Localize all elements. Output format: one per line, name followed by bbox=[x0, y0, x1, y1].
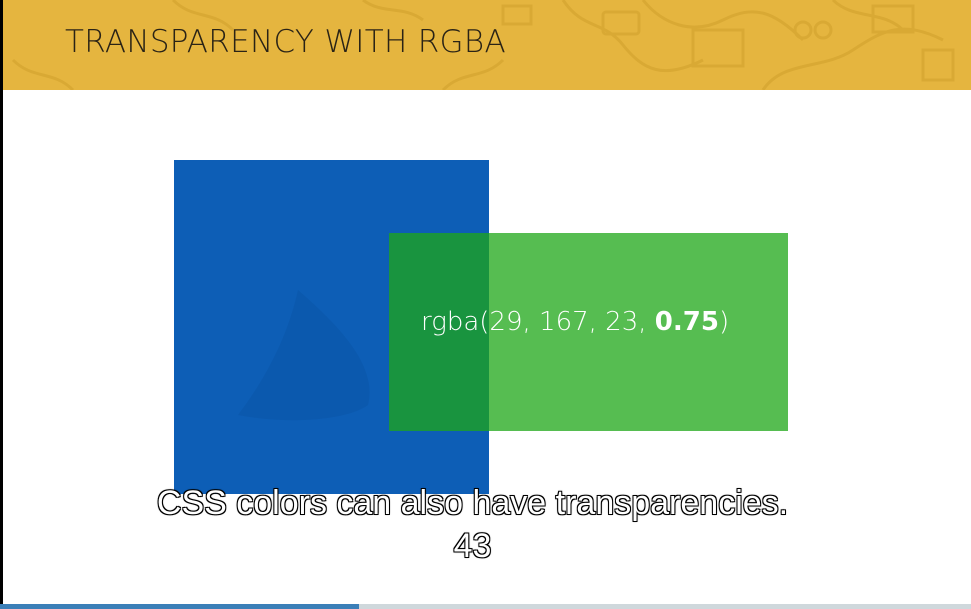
green-transparent-rectangle bbox=[389, 233, 788, 431]
video-progress-fill bbox=[0, 604, 360, 609]
slide-header: TRANSPARENCY WITH RGBA bbox=[3, 0, 971, 90]
header-pattern-decoration bbox=[11, 0, 955, 90]
rgba-alpha: 0.75 bbox=[654, 307, 719, 337]
video-progress-bar[interactable] bbox=[0, 604, 971, 609]
slide-title: TRANSPARENCY WITH RGBA bbox=[65, 24, 506, 60]
caption-line-1: CSS colors can also have transparencies. bbox=[156, 484, 789, 522]
caption-line-2: 43 bbox=[453, 527, 492, 565]
rgba-prefix: rgba(29, 167, 23, bbox=[421, 307, 655, 337]
rgba-value-label: rgba(29, 167, 23, 0.75) bbox=[421, 307, 729, 337]
slide: TRANSPARENCY WITH RGBA rgba(29, 167, 23,… bbox=[3, 0, 971, 604]
faint-logo-watermark bbox=[238, 290, 370, 421]
rgba-suffix: ) bbox=[718, 307, 730, 337]
